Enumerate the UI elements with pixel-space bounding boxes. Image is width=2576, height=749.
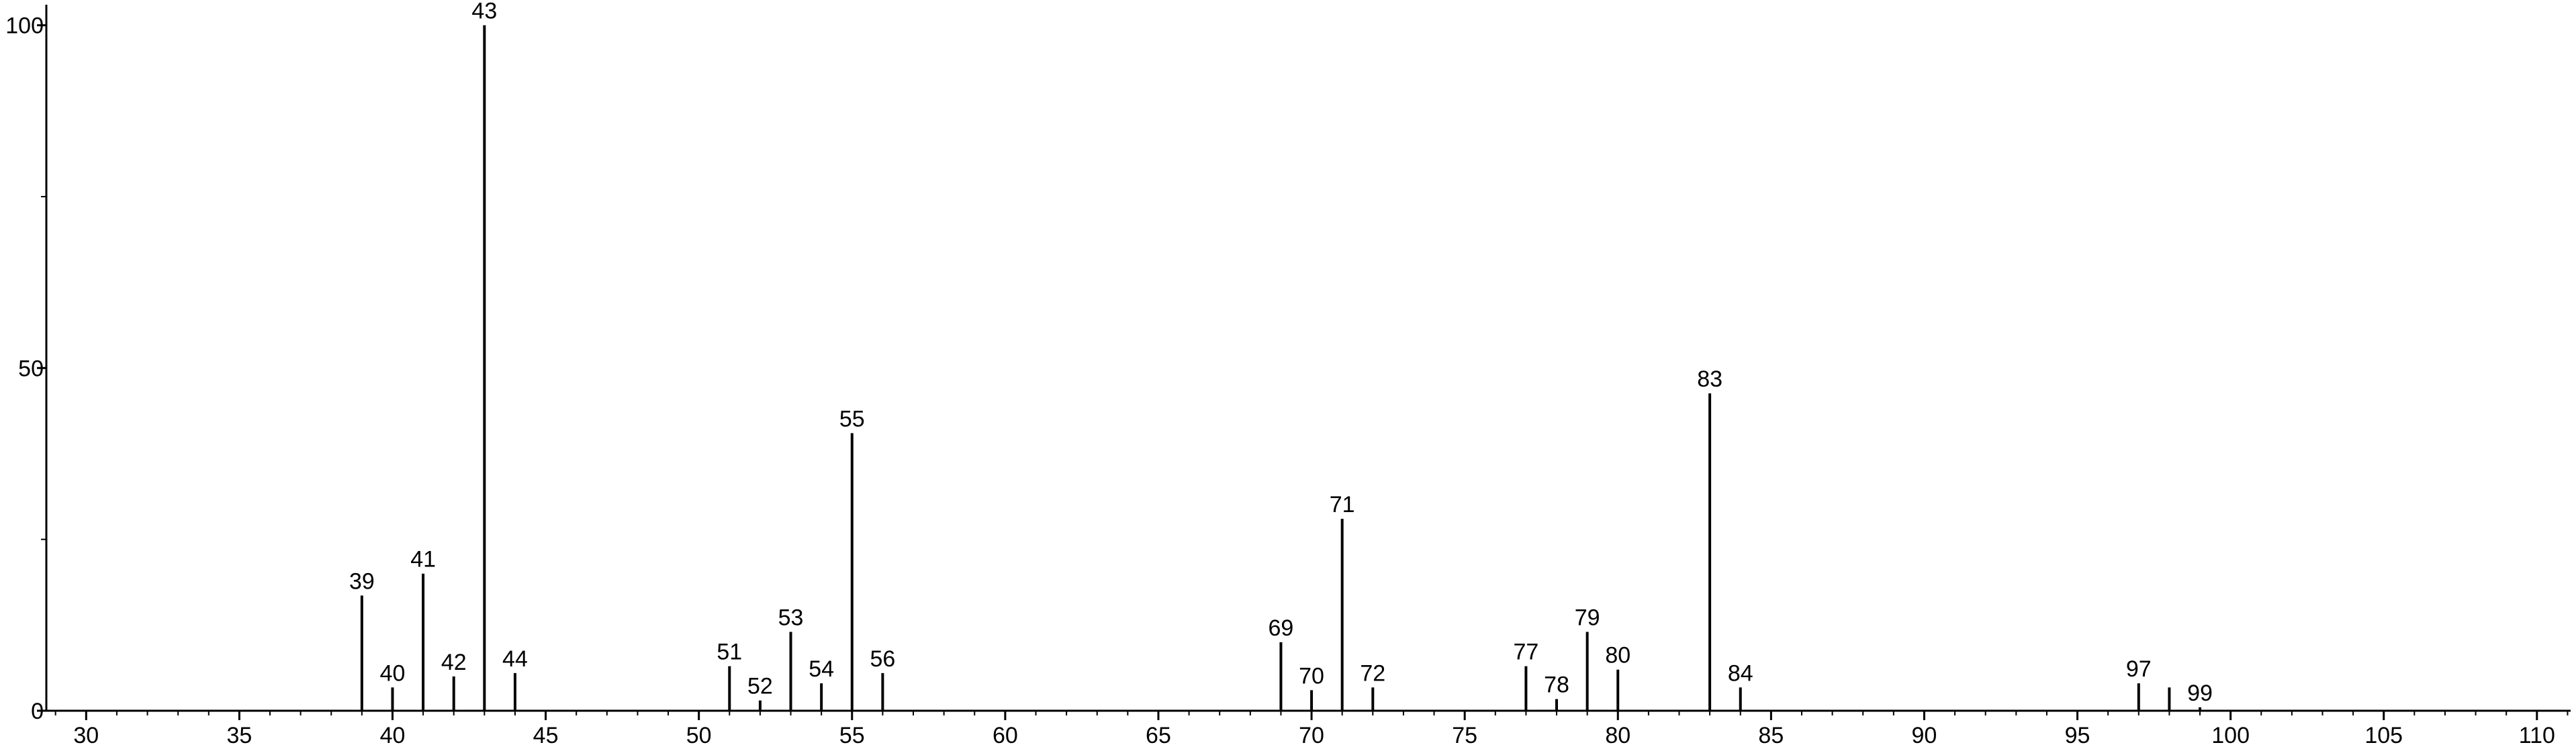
peak-label: 54 xyxy=(809,656,834,682)
peak-label: 72 xyxy=(1360,660,1385,686)
x-tick-label: 80 xyxy=(1605,723,1630,748)
peak-label: 78 xyxy=(1544,672,1569,698)
peak-label: 99 xyxy=(2187,681,2213,706)
peak-label: 43 xyxy=(471,0,497,24)
peak-label: 80 xyxy=(1605,643,1630,668)
peak-label: 79 xyxy=(1575,605,1600,631)
peak-label: 69 xyxy=(1269,615,1294,641)
peak-label: 40 xyxy=(380,660,406,686)
y-tick-label: 50 xyxy=(18,356,44,381)
x-tick-label: 100 xyxy=(2211,723,2250,748)
x-tick-label: 110 xyxy=(2519,723,2555,748)
peak-label: 51 xyxy=(717,640,742,665)
x-tick-label: 60 xyxy=(993,723,1018,748)
peak-label: 41 xyxy=(410,547,436,572)
x-tick-label: 90 xyxy=(1912,723,1937,748)
x-tick-label: 95 xyxy=(2065,723,2090,748)
peak-label: 83 xyxy=(1697,366,1722,392)
peak-label: 71 xyxy=(1330,492,1355,517)
x-tick-label: 65 xyxy=(1146,723,1171,748)
peak-label: 84 xyxy=(1728,660,1753,686)
x-tick-label: 40 xyxy=(380,723,406,748)
peak-label: 44 xyxy=(502,646,528,672)
peak-label: 77 xyxy=(1513,640,1538,665)
peak-label: 52 xyxy=(747,674,773,699)
y-tick-label: 0 xyxy=(31,699,44,724)
x-tick-label: 35 xyxy=(226,723,252,748)
peak-label: 39 xyxy=(349,568,375,594)
x-tick-label: 30 xyxy=(73,723,99,748)
x-tick-label: 50 xyxy=(686,723,712,748)
peak-label: 97 xyxy=(2126,656,2152,682)
peak-label: 42 xyxy=(441,650,467,675)
x-tick-label: 55 xyxy=(839,723,865,748)
peak-label: 53 xyxy=(778,605,804,631)
peak-label: 70 xyxy=(1299,663,1324,689)
peak-label: 55 xyxy=(839,406,865,432)
peak-label: 56 xyxy=(870,646,895,672)
x-tick-label: 105 xyxy=(2364,723,2403,748)
x-tick-label: 85 xyxy=(1758,723,1784,748)
x-tick-label: 75 xyxy=(1452,723,1477,748)
x-tick-label: 45 xyxy=(533,723,559,748)
x-tick-label: 70 xyxy=(1299,723,1324,748)
y-tick-label: 100 xyxy=(5,13,44,39)
